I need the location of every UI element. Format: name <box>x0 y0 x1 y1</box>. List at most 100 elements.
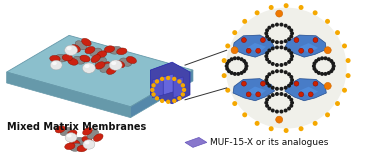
Circle shape <box>256 92 261 97</box>
Circle shape <box>151 83 156 88</box>
Ellipse shape <box>67 134 72 137</box>
Circle shape <box>324 82 331 89</box>
Circle shape <box>265 81 269 85</box>
Ellipse shape <box>50 60 62 70</box>
Circle shape <box>225 67 229 71</box>
Circle shape <box>313 67 316 71</box>
Polygon shape <box>130 70 193 118</box>
Ellipse shape <box>119 58 132 66</box>
Circle shape <box>260 81 265 86</box>
Polygon shape <box>7 72 130 118</box>
Circle shape <box>345 73 350 78</box>
Ellipse shape <box>85 46 95 54</box>
Circle shape <box>242 59 246 63</box>
Circle shape <box>271 24 275 28</box>
Circle shape <box>329 59 333 63</box>
Circle shape <box>308 92 313 97</box>
Circle shape <box>271 93 275 97</box>
Circle shape <box>267 26 271 30</box>
Polygon shape <box>7 35 193 107</box>
Circle shape <box>236 72 240 76</box>
Circle shape <box>166 76 170 80</box>
Polygon shape <box>247 43 266 53</box>
Circle shape <box>155 96 159 100</box>
Circle shape <box>320 56 324 60</box>
Ellipse shape <box>75 41 87 50</box>
Circle shape <box>299 48 304 53</box>
Circle shape <box>267 72 271 76</box>
Circle shape <box>284 108 288 113</box>
Ellipse shape <box>83 128 92 135</box>
Circle shape <box>312 64 316 68</box>
Polygon shape <box>233 79 274 101</box>
Circle shape <box>244 67 248 71</box>
Circle shape <box>236 56 240 60</box>
Ellipse shape <box>91 55 100 63</box>
Circle shape <box>320 72 324 76</box>
Circle shape <box>181 92 185 97</box>
Circle shape <box>242 112 247 117</box>
Circle shape <box>287 37 291 41</box>
Ellipse shape <box>68 58 78 65</box>
Circle shape <box>222 58 227 63</box>
Circle shape <box>225 88 230 93</box>
Circle shape <box>276 10 283 17</box>
Circle shape <box>172 99 177 103</box>
Circle shape <box>267 60 271 64</box>
Circle shape <box>265 51 269 55</box>
Circle shape <box>279 23 284 27</box>
Circle shape <box>264 31 268 35</box>
Circle shape <box>299 5 304 10</box>
Circle shape <box>324 72 327 76</box>
Circle shape <box>335 101 340 106</box>
Circle shape <box>256 48 261 53</box>
Circle shape <box>227 69 231 73</box>
Circle shape <box>284 39 288 43</box>
Ellipse shape <box>87 130 99 139</box>
Ellipse shape <box>115 61 125 68</box>
Polygon shape <box>299 87 318 97</box>
Circle shape <box>284 46 288 50</box>
Ellipse shape <box>117 48 127 55</box>
Ellipse shape <box>62 54 73 61</box>
Circle shape <box>275 23 279 27</box>
Ellipse shape <box>67 130 77 137</box>
Circle shape <box>289 98 293 102</box>
Circle shape <box>160 99 164 103</box>
Circle shape <box>279 92 284 96</box>
Ellipse shape <box>83 140 95 149</box>
Circle shape <box>265 57 269 61</box>
Circle shape <box>271 70 275 74</box>
Ellipse shape <box>73 56 85 64</box>
Circle shape <box>225 43 230 48</box>
Circle shape <box>289 81 293 85</box>
Circle shape <box>233 72 237 76</box>
Circle shape <box>324 56 327 60</box>
Circle shape <box>314 69 318 73</box>
Circle shape <box>267 37 271 41</box>
Circle shape <box>287 60 291 64</box>
Circle shape <box>327 57 331 61</box>
Ellipse shape <box>77 145 87 152</box>
Ellipse shape <box>95 57 106 67</box>
Circle shape <box>324 47 331 54</box>
Circle shape <box>271 108 275 113</box>
Circle shape <box>271 39 275 43</box>
Circle shape <box>275 110 279 113</box>
Circle shape <box>289 75 293 79</box>
Circle shape <box>267 106 271 111</box>
Circle shape <box>313 38 318 42</box>
Circle shape <box>267 49 271 52</box>
Circle shape <box>275 69 279 73</box>
Circle shape <box>294 38 299 42</box>
Circle shape <box>227 59 231 63</box>
Circle shape <box>242 69 246 73</box>
Circle shape <box>289 28 293 32</box>
Polygon shape <box>163 74 173 95</box>
Ellipse shape <box>126 56 136 64</box>
Circle shape <box>225 61 229 65</box>
Ellipse shape <box>67 46 72 50</box>
Circle shape <box>271 62 275 66</box>
Circle shape <box>246 92 251 97</box>
Circle shape <box>229 57 234 61</box>
